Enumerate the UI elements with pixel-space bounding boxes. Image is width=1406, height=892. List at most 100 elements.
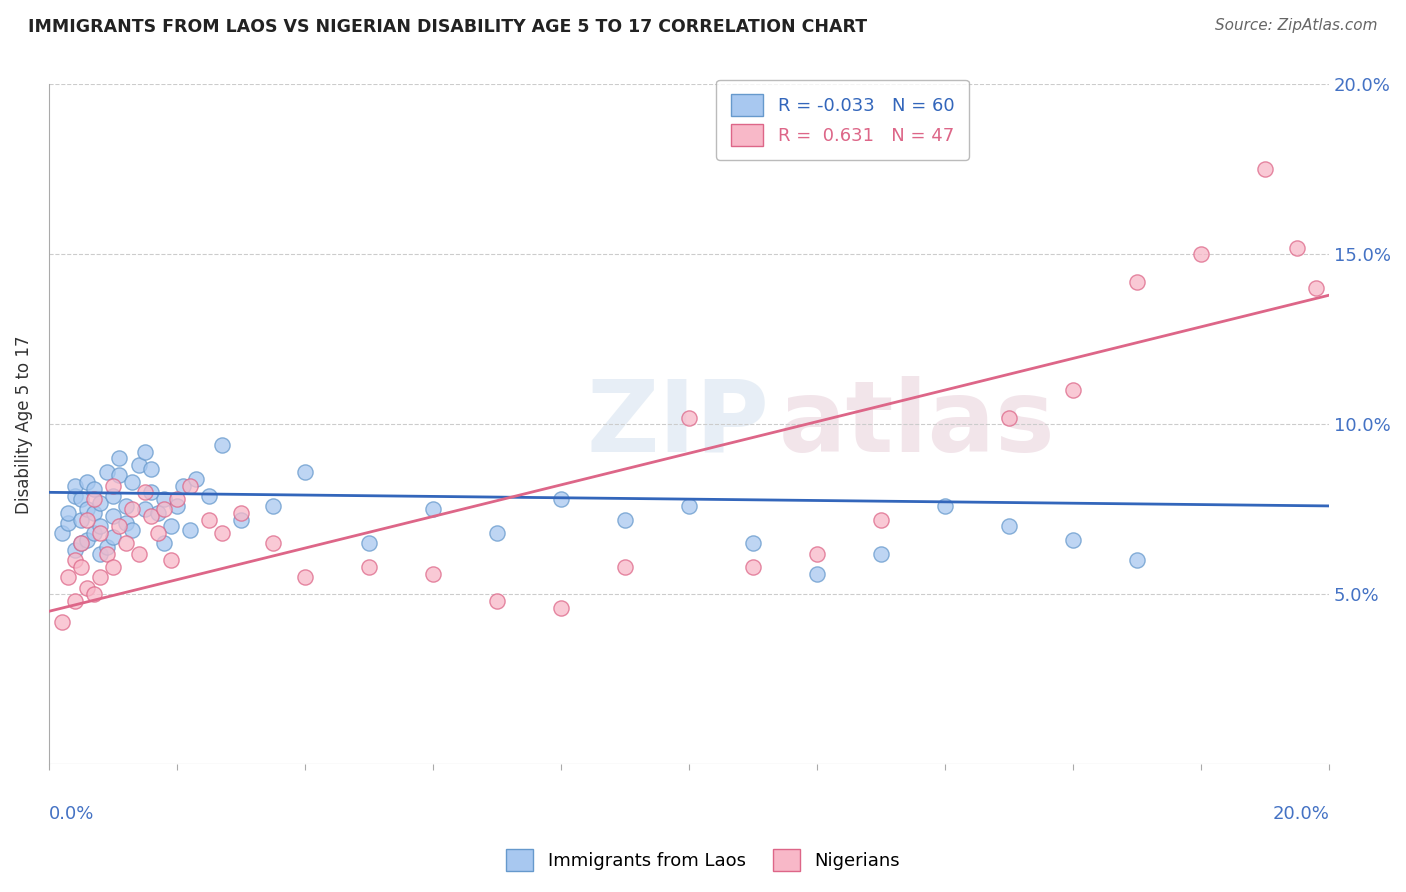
Text: atlas: atlas — [779, 376, 1056, 473]
Point — [998, 519, 1021, 533]
Point — [63, 594, 86, 608]
Point — [550, 492, 572, 507]
Point — [108, 468, 131, 483]
Point — [1062, 384, 1084, 398]
Text: 20.0%: 20.0% — [1272, 805, 1329, 823]
Point — [89, 526, 111, 541]
Point — [934, 499, 956, 513]
Point — [1305, 281, 1327, 295]
Point — [229, 506, 252, 520]
Point — [186, 472, 208, 486]
Legend: Immigrants from Laos, Nigerians: Immigrants from Laos, Nigerians — [499, 842, 907, 879]
Point — [357, 560, 380, 574]
Point — [166, 492, 188, 507]
Point — [121, 475, 143, 490]
Point — [101, 489, 124, 503]
Point — [121, 523, 143, 537]
Legend: R = -0.033   N = 60, R =  0.631   N = 47: R = -0.033 N = 60, R = 0.631 N = 47 — [717, 80, 969, 160]
Point — [614, 512, 637, 526]
Point — [101, 478, 124, 492]
Point — [1126, 553, 1149, 567]
Point — [153, 502, 176, 516]
Point — [63, 543, 86, 558]
Point — [262, 536, 284, 550]
Point — [89, 519, 111, 533]
Point — [742, 560, 765, 574]
Point — [742, 536, 765, 550]
Point — [83, 587, 105, 601]
Text: Source: ZipAtlas.com: Source: ZipAtlas.com — [1215, 18, 1378, 33]
Point — [70, 512, 93, 526]
Point — [134, 485, 156, 500]
Point — [63, 478, 86, 492]
Point — [172, 478, 194, 492]
Point — [153, 492, 176, 507]
Point — [76, 502, 98, 516]
Point — [76, 533, 98, 547]
Point — [56, 570, 79, 584]
Point — [870, 512, 893, 526]
Point — [998, 410, 1021, 425]
Point — [262, 499, 284, 513]
Point — [83, 492, 105, 507]
Point — [56, 506, 79, 520]
Point — [153, 536, 176, 550]
Point — [114, 536, 136, 550]
Point — [141, 485, 163, 500]
Point — [83, 506, 105, 520]
Point — [486, 594, 509, 608]
Point — [294, 465, 316, 479]
Point — [63, 553, 86, 567]
Point — [141, 509, 163, 524]
Point — [146, 526, 169, 541]
Point — [806, 547, 828, 561]
Point — [51, 615, 73, 629]
Point — [134, 444, 156, 458]
Point — [70, 536, 93, 550]
Point — [357, 536, 380, 550]
Point — [1189, 247, 1212, 261]
Point — [83, 482, 105, 496]
Point — [89, 570, 111, 584]
Point — [159, 553, 181, 567]
Point — [101, 560, 124, 574]
Point — [76, 475, 98, 490]
Y-axis label: Disability Age 5 to 17: Disability Age 5 to 17 — [15, 335, 32, 514]
Point — [211, 438, 233, 452]
Point — [70, 536, 93, 550]
Point — [121, 502, 143, 516]
Point — [114, 516, 136, 530]
Point — [146, 506, 169, 520]
Point — [96, 465, 118, 479]
Point — [89, 495, 111, 509]
Point — [211, 526, 233, 541]
Text: ZIP: ZIP — [586, 376, 769, 473]
Point — [422, 566, 444, 581]
Point — [128, 458, 150, 472]
Point — [229, 512, 252, 526]
Point — [108, 519, 131, 533]
Point — [96, 540, 118, 554]
Point — [678, 410, 700, 425]
Point — [198, 512, 221, 526]
Point — [128, 547, 150, 561]
Point — [486, 526, 509, 541]
Point — [550, 601, 572, 615]
Point — [179, 523, 201, 537]
Point — [1254, 162, 1277, 177]
Point — [101, 529, 124, 543]
Point — [63, 489, 86, 503]
Point — [159, 519, 181, 533]
Point — [678, 499, 700, 513]
Point — [83, 526, 105, 541]
Point — [56, 516, 79, 530]
Point — [108, 451, 131, 466]
Text: IMMIGRANTS FROM LAOS VS NIGERIAN DISABILITY AGE 5 TO 17 CORRELATION CHART: IMMIGRANTS FROM LAOS VS NIGERIAN DISABIL… — [28, 18, 868, 36]
Point — [614, 560, 637, 574]
Point — [141, 461, 163, 475]
Point — [76, 512, 98, 526]
Point — [1286, 241, 1309, 255]
Text: 0.0%: 0.0% — [49, 805, 94, 823]
Point — [166, 499, 188, 513]
Point — [70, 560, 93, 574]
